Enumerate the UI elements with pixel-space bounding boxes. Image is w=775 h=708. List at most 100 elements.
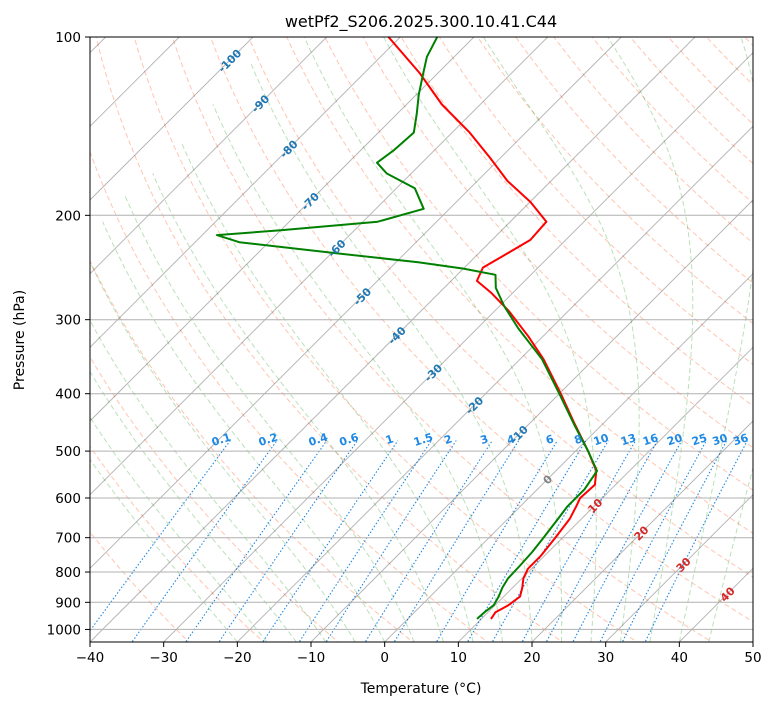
mixing-ratio-label: 25 — [690, 431, 709, 448]
isotherm-line — [310, 199, 753, 642]
chart-title: wetPf2_S206.2025.300.10.41.C44 — [285, 12, 557, 32]
mixing-ratio-line — [521, 440, 637, 642]
mixing-ratio-label: 13 — [619, 431, 638, 448]
moist-adiabat — [90, 319, 327, 642]
moist-adiabat — [303, 37, 563, 642]
mixing-ratio-label: 2 — [443, 432, 454, 447]
dry-adiabat — [171, 37, 713, 642]
isotherm-line — [90, 37, 696, 642]
isotherm-line — [90, 37, 401, 349]
mixing-ratio-label: 0.4 — [307, 430, 330, 448]
isotherm-line — [90, 37, 549, 496]
dry-adiabat — [286, 37, 753, 534]
isotherm-line — [90, 37, 475, 422]
x-tick-label: −30 — [149, 650, 178, 666]
mixing-ratio-lines — [90, 440, 748, 642]
mixing-ratio-label: 8 — [573, 432, 584, 447]
y-tick-label: 400 — [55, 387, 81, 403]
moist-adiabat — [152, 173, 445, 642]
mixing-ratio-line — [218, 440, 358, 642]
isotherm-line — [605, 493, 753, 642]
y-tick-label: 300 — [55, 313, 81, 329]
mixing-ratio-line — [435, 440, 558, 642]
y-tick-label: 700 — [55, 531, 81, 547]
isotherm-line — [457, 346, 753, 642]
y-tick-label: 1000 — [47, 622, 81, 638]
moist-adiabat — [607, 37, 694, 642]
moist-adiabat — [90, 458, 238, 642]
temperature-trace — [387, 37, 598, 620]
y-tick-label: 500 — [55, 444, 81, 460]
moist-adiabat — [90, 260, 356, 642]
y-axis-title: Pressure (hPa) — [12, 290, 28, 390]
mixing-ratio-line — [90, 440, 231, 632]
dry-adiabat — [362, 37, 753, 449]
moist-adiabat — [482, 37, 640, 642]
y-tick-label: 800 — [55, 565, 81, 581]
x-tick-label: −10 — [297, 650, 326, 666]
isotherm-line — [90, 37, 328, 275]
dry-adiabat — [324, 37, 753, 491]
isotherm-line — [384, 272, 753, 642]
mixing-ratio-line — [545, 440, 659, 642]
mixing-ratio-label: 0.6 — [338, 430, 361, 448]
x-tick-label: 30 — [597, 650, 614, 666]
moist-adiabat — [678, 37, 753, 642]
moist-adiabat — [708, 466, 753, 642]
mixing-ratio-label: 10 — [592, 431, 611, 448]
mixing-ratio-line — [364, 440, 493, 642]
mixing-ratio-line — [599, 440, 707, 642]
moist-adiabat — [249, 61, 533, 642]
mixing-ratio-line — [393, 440, 520, 642]
dry-adiabat — [438, 37, 753, 366]
mixing-ratio-line — [621, 440, 728, 642]
y-tick-label: 100 — [55, 30, 81, 46]
moist-adiabat — [90, 370, 297, 642]
y-axis: 100 200 300 400 500 600 700 800 900 1000 — [47, 30, 90, 638]
mixing-ratio-line — [325, 440, 457, 642]
x-tick-label: 40 — [671, 650, 688, 666]
mixing-ratio-label: 0.2 — [257, 431, 280, 449]
isotherms — [90, 37, 753, 642]
y-tick-label: 600 — [55, 491, 81, 507]
isotherm-line — [163, 51, 753, 642]
moist-adiabat — [383, 37, 597, 642]
mixing-ratio-label: 20 — [665, 431, 684, 448]
moist-adiabat — [102, 221, 386, 642]
x-tick-label: −40 — [76, 650, 105, 666]
moist-adiabat — [124, 195, 415, 642]
mixing-ratio-label: 1 — [384, 432, 395, 447]
mixing-ratio-label: 16 — [641, 431, 660, 448]
dry-adiabat — [248, 37, 753, 578]
x-tick-label: 0 — [380, 650, 389, 666]
dewpoint-trace — [215, 37, 598, 620]
y-tick-label: 200 — [55, 208, 81, 224]
dry-adiabat — [90, 150, 489, 642]
x-tick-label: 10 — [450, 650, 467, 666]
moist-adiabat — [90, 416, 268, 642]
plot-frame — [89, 36, 754, 643]
mixing-ratio-label: 1.5 — [412, 431, 435, 449]
mixing-ratio-label: 0.1 — [210, 431, 233, 449]
isotherm-line — [90, 37, 622, 570]
mixing-ratio-line — [466, 440, 587, 642]
sounding-traces — [215, 37, 598, 620]
mixing-ratio-label: 6 — [544, 432, 556, 447]
mixing-ratio-line — [644, 440, 748, 642]
mixing-ratio-line — [298, 440, 432, 642]
isotherm-line — [531, 420, 753, 642]
mixing-ratio-label: 4 — [505, 432, 517, 447]
x-axis: −40 −30 −20 −10 0 10 20 30 40 50 — [76, 642, 762, 666]
isotherm-line — [236, 125, 753, 642]
pressure-gridlines — [90, 37, 753, 630]
x-tick-label: −20 — [223, 650, 252, 666]
x-tick-label: 20 — [523, 650, 540, 666]
y-tick-label: 900 — [55, 595, 81, 611]
mixing-ratio-line — [262, 440, 399, 642]
mixing-ratio-label: 36 — [731, 431, 750, 448]
mixing-ratio-label: 3 — [479, 432, 490, 447]
x-axis-title: Temperature (°C) — [360, 681, 482, 697]
mixing-ratio-label: 30 — [711, 431, 730, 448]
